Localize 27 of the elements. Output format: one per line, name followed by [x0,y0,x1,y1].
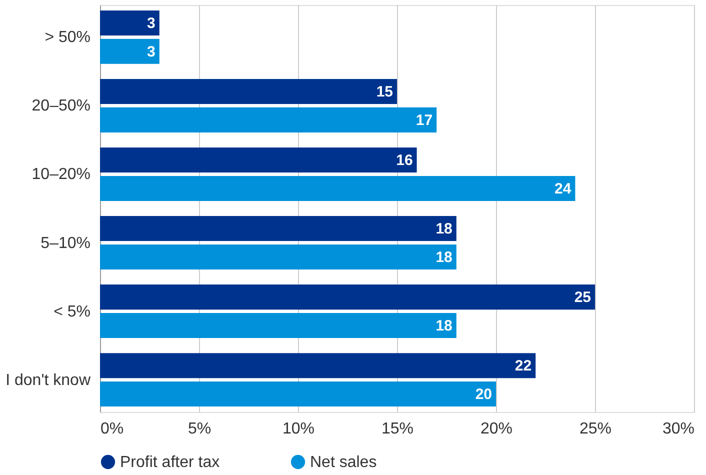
y-tick-label: > 50% [44,29,90,46]
data-label: 17 [416,112,433,129]
x-tick-label: 15% [381,420,414,438]
legend-label: Net sales [310,454,377,471]
data-label: 3 [147,14,156,32]
x-tick-label: 10% [282,420,315,438]
data-label: 18 [436,220,452,238]
data-label: 3 [147,43,156,60]
x-tick-label: 5% [188,420,212,438]
data-label: 22 [514,358,532,375]
data-label: 18 [436,317,452,334]
y-tick-label: 10–20% [32,166,90,184]
legend-label: Profit after tax [120,454,220,471]
y-tick-label: 20–50% [32,98,90,115]
y-tick-label: I don't know [6,372,91,389]
data-label: 18 [436,248,452,266]
data-label: 24 [554,180,572,198]
x-tick-label: 0% [100,420,124,438]
y-tick-label: 5–10% [40,234,90,252]
data-label: 15 [376,84,393,101]
x-tick-label: 20% [480,420,513,438]
y-tick-label: < 5% [54,303,90,320]
data-label: 16 [396,152,413,170]
data-label: 25 [574,289,591,306]
data-label: 20 [475,386,492,404]
x-tick-label: 30% [662,420,694,438]
x-tick-label: 25% [579,420,612,438]
